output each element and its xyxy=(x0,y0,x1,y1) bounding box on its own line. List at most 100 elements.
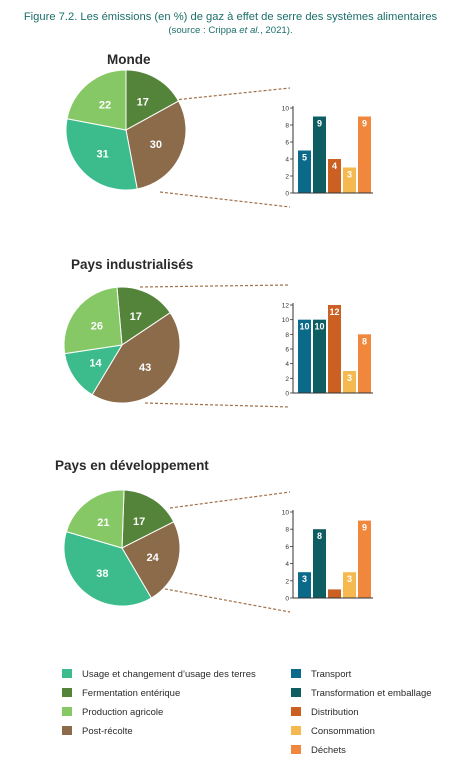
y-tick-label: 2 xyxy=(285,174,289,181)
legend-swatch xyxy=(291,745,301,754)
leader-line-top xyxy=(139,284,291,288)
legend-label: Distribution xyxy=(311,707,359,718)
bar-value-label: 8 xyxy=(362,336,367,346)
bar-value-label: 3 xyxy=(302,574,307,584)
bar xyxy=(328,589,341,598)
legend-item-transport: Transport xyxy=(291,669,351,681)
y-tick-label: 0 xyxy=(285,596,289,603)
pie-slice-label: 17 xyxy=(137,97,149,109)
bar xyxy=(298,150,311,193)
source-prefix: (source : Crippa xyxy=(168,25,240,36)
pie-slice xyxy=(64,344,123,396)
figure-header: Figure 7.2. Les émissions (en %) de gaz … xyxy=(0,10,461,37)
pie-slice-label: 14 xyxy=(89,358,102,370)
panel-title-developpement: Pays en développement xyxy=(55,458,209,473)
legend-swatch xyxy=(62,688,72,697)
legend-swatch xyxy=(291,688,301,697)
leader-line-top xyxy=(169,491,291,509)
y-tick-label: 6 xyxy=(285,544,289,551)
bar-value-label: 10 xyxy=(314,322,324,332)
panel-title-monde: Monde xyxy=(107,52,151,67)
bar-value-label: 9 xyxy=(317,119,322,129)
pie-slice-label: 17 xyxy=(130,311,142,323)
bar-value-label: 4 xyxy=(332,161,337,171)
legend: Usage et changement d’usage des terres F… xyxy=(0,664,461,764)
bar xyxy=(343,371,356,393)
pie-slice xyxy=(65,118,138,191)
legend-label: Post-récolte xyxy=(82,726,133,737)
bar-value-label: 9 xyxy=(362,523,367,533)
y-tick-label: 2 xyxy=(285,578,289,585)
pie-slice xyxy=(65,489,125,549)
chart-industrialises: 17 43 14 26 0 2 4 6 8 10 12 10 10 12 3 8 xyxy=(63,284,373,408)
y-tick-label: 0 xyxy=(285,191,289,198)
bar-value-label: 12 xyxy=(329,307,339,317)
legend-swatch xyxy=(62,707,72,716)
legend-item-usage-terres: Usage et changement d’usage des terres xyxy=(62,669,256,681)
bar xyxy=(298,572,311,598)
bar xyxy=(343,167,356,193)
legend-label: Consommation xyxy=(311,726,375,737)
legend-item-consommation: Consommation xyxy=(291,726,375,738)
y-tick-label: 6 xyxy=(285,347,289,354)
bar xyxy=(313,116,326,193)
y-tick-label: 8 xyxy=(285,123,289,130)
figure-source: (source : Crippa et al., 2021). xyxy=(0,24,461,37)
bar xyxy=(328,305,341,393)
legend-item-transformation: Transformation et emballage xyxy=(291,688,432,700)
legend-swatch xyxy=(62,669,72,678)
bar-value-label: 10 xyxy=(299,322,309,332)
bar-chart: 0 2 4 6 8 10 3 8 3 9 xyxy=(282,510,373,603)
y-tick-label: 0 xyxy=(285,391,289,398)
leader-line-bottom xyxy=(144,402,291,408)
y-tick-label: 10 xyxy=(282,510,290,517)
pie-slice-label: 38 xyxy=(96,568,108,580)
pie: 17 24 38 21 xyxy=(63,489,181,607)
pie-slice-label: 26 xyxy=(91,320,103,332)
pie: 17 43 14 26 xyxy=(63,286,181,404)
bar-value-label: 8 xyxy=(317,531,322,541)
legend-label: Usage et changement d’usage des terres xyxy=(82,669,256,680)
legend-item-distribution: Distribution xyxy=(291,707,359,719)
bar xyxy=(298,319,311,393)
y-tick-label: 6 xyxy=(285,140,289,147)
y-tick-label: 2 xyxy=(285,376,289,383)
legend-swatch xyxy=(62,726,72,735)
bar-value-label: 3 xyxy=(347,373,352,383)
legend-label: Transformation et emballage xyxy=(311,688,432,699)
leader-line-bottom xyxy=(159,587,291,613)
y-tick-label: 4 xyxy=(285,157,289,164)
bar xyxy=(313,529,326,598)
y-tick-label: 4 xyxy=(285,361,289,368)
legend-swatch xyxy=(291,669,301,678)
pie-slice xyxy=(125,100,187,190)
bar xyxy=(313,319,326,393)
bar-value-label: 9 xyxy=(362,119,367,129)
pie-slice-label: 21 xyxy=(97,517,109,529)
pie-slice xyxy=(116,286,171,346)
leader-line-top xyxy=(173,87,291,101)
legend-swatch xyxy=(291,707,301,716)
pie-slice xyxy=(63,531,153,607)
bar xyxy=(358,520,371,598)
pie-slice-label: 22 xyxy=(99,100,111,112)
y-tick-label: 12 xyxy=(282,303,290,310)
legend-item-post-recolte: Post-récolte xyxy=(62,726,133,738)
y-tick-label: 8 xyxy=(285,527,289,534)
legend-label: Transport xyxy=(311,669,352,680)
pie-slice xyxy=(121,521,181,599)
source-suffix: , 2021). xyxy=(260,25,293,36)
bar xyxy=(358,334,371,393)
bar-value-label: 5 xyxy=(302,153,307,163)
pie-slice xyxy=(66,69,127,131)
pie-slice-label: 17 xyxy=(133,516,145,528)
legend-label: Déchets xyxy=(311,745,346,756)
y-tick-label: 10 xyxy=(282,317,290,324)
pie-slice xyxy=(91,312,181,404)
source-italic: et al. xyxy=(239,25,261,36)
legend-swatch xyxy=(291,726,301,735)
bar-value-label: 3 xyxy=(347,574,352,584)
pie: 17 30 31 22 xyxy=(65,69,187,191)
